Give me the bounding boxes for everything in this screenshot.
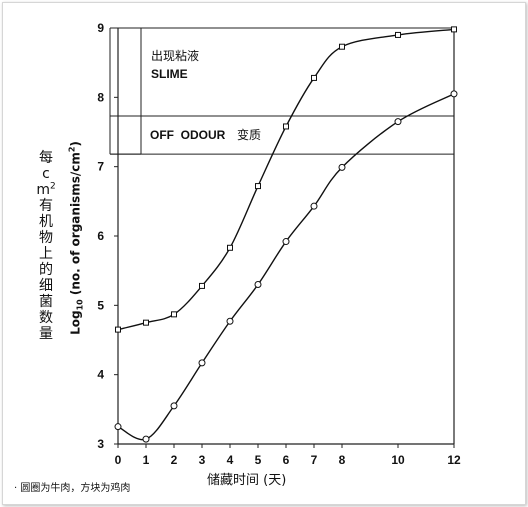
slime-cn-label: 出现粘液 [151, 48, 199, 63]
circle-point [114, 423, 122, 431]
x-axis-label: 储藏时间 (天) [207, 473, 287, 488]
circle-series-line [117, 93, 455, 441]
x-tick-label: 1 [143, 453, 150, 467]
square-point [283, 123, 289, 130]
y-tick-label: 3 [97, 437, 104, 451]
x-tick-label: 12 [447, 453, 461, 467]
x-tick-label: 7 [311, 453, 318, 467]
y-tick-label: 8 [97, 90, 104, 104]
footnote: · 圆圈为牛肉，方块为鸡肉 [14, 483, 131, 494]
square-point [143, 319, 149, 326]
circle-point [170, 402, 178, 410]
square-point [451, 26, 457, 33]
square-point [171, 311, 177, 318]
x-tick-label: 6 [283, 453, 290, 467]
circle-point [226, 317, 234, 325]
x-tick-label: 8 [339, 453, 346, 467]
odour-cn-label: 变质 [237, 127, 261, 142]
circle-point [142, 435, 150, 443]
y-axis-label-english: Log10 (no. of organisms/cm2) [67, 141, 85, 335]
circle-point [198, 359, 206, 367]
circle-point [338, 163, 346, 171]
x-tick-label: 10 [391, 453, 405, 467]
x-tick-label: 0 [115, 453, 122, 467]
series-curves [114, 26, 458, 443]
x-tick-label: 5 [255, 453, 262, 467]
square-point [311, 74, 317, 81]
y-tick-label: 7 [97, 160, 104, 174]
square-point [255, 183, 261, 190]
y-tick-label: 9 [97, 21, 104, 35]
square-point [115, 326, 121, 333]
y-tick-label: 5 [97, 298, 104, 312]
square-point [227, 244, 233, 251]
annotation-boxes [109, 27, 454, 155]
x-tick-label: 2 [171, 453, 178, 467]
circle-point [254, 281, 262, 289]
square-point [339, 43, 345, 50]
y-tick-label: 6 [97, 229, 104, 243]
x-tick-label: 4 [227, 453, 234, 467]
square-point [395, 31, 401, 38]
x-tick-label: 3 [199, 453, 206, 467]
y-tick-label: 4 [97, 368, 104, 382]
odour-en-label: OFF ODOUR [150, 128, 226, 142]
circle-point [282, 238, 290, 246]
circle-point [394, 118, 402, 126]
axes [114, 27, 455, 448]
circle-point [450, 90, 458, 98]
circle-point [310, 202, 318, 210]
y-axis-label-chinese: 每cm2有机物上的细菌数量 [36, 150, 56, 342]
square-point [199, 282, 205, 289]
slime-en-label: SLIME [151, 67, 188, 81]
